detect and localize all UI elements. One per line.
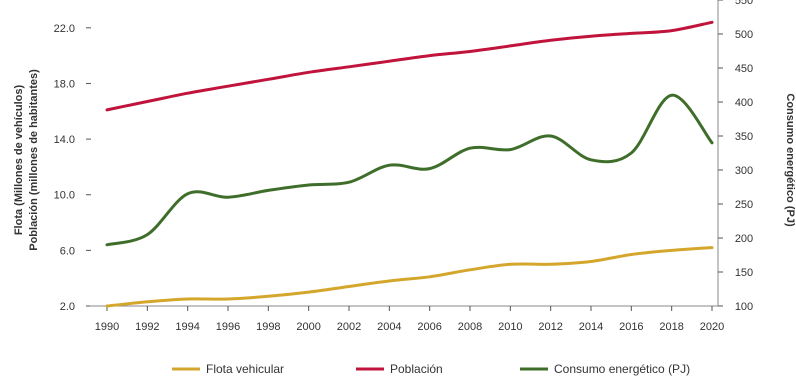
x-tick-label: 1990 <box>95 321 119 333</box>
legend-flota-vehicular: Flota vehicular <box>172 362 284 376</box>
legend-poblacion: Población <box>356 362 443 376</box>
legend: Flota vehicular Población Consumo energéti… <box>172 362 690 376</box>
right-tick-label: 250 <box>735 199 753 211</box>
x-tick-label: 2010 <box>498 321 522 333</box>
x-tick-label: 2020 <box>700 321 724 333</box>
x-tick-label: 2014 <box>579 321 603 333</box>
x-axis: 1990 1992 1994 1996 1998 2000 2002 2004 2006 2008… <box>90 305 724 333</box>
left-tick-label: 14.0 <box>54 134 75 146</box>
x-tick-label: 2016 <box>619 321 643 333</box>
left-tick-label: 22.0 <box>54 23 75 35</box>
x-tick-label: 2008 <box>458 321 482 333</box>
poblacion-line <box>105 20 714 112</box>
left-axis-title-line2: Población (millones de habitantes) <box>28 69 40 251</box>
x-tick-label: 1994 <box>175 321 199 333</box>
right-tick-label: 500 <box>735 29 753 41</box>
x-tick-label: 2002 <box>337 321 361 333</box>
left-axis-title-line1: Flota (Millones de vehículos) <box>13 84 25 235</box>
right-axis-title: Consumo energético (PJ) <box>784 93 796 227</box>
flota-vehicular-line <box>105 246 714 308</box>
left-tick-label: 10.0 <box>54 190 75 202</box>
right-tick-label: 350 <box>735 131 753 143</box>
right-tick-label: 400 <box>735 97 753 109</box>
right-axis-ticks: 100 150 200 250 300 350 400 450 500 550 <box>717 0 753 313</box>
left-tick-label: 6.0 <box>60 245 75 257</box>
left-axis-title: Flota (Millones de vehículos) Población … <box>13 69 40 251</box>
legend-label: Consumo energético (PJ) <box>554 362 690 376</box>
left-axis-ticks: 2.0 6.0 10.0 14.0 18.0 22.0 <box>54 23 91 313</box>
legend-label: Flota vehicular <box>206 362 284 376</box>
x-tick-label: 2004 <box>377 321 401 333</box>
right-tick-label: 200 <box>735 233 753 245</box>
x-tick-label: 2006 <box>417 321 441 333</box>
x-tick-label: 2000 <box>296 321 320 333</box>
consumo-energetico-line <box>105 93 714 247</box>
right-tick-label: 550 <box>735 0 753 7</box>
right-tick-label: 100 <box>735 301 753 313</box>
x-tick-label: 2012 <box>538 321 562 333</box>
left-tick-label: 18.0 <box>54 78 75 90</box>
series-lines <box>105 20 714 308</box>
right-tick-label: 450 <box>735 63 753 75</box>
x-tick-label: 1996 <box>216 321 240 333</box>
right-tick-label: 150 <box>735 267 753 279</box>
x-tick-label: 1998 <box>256 321 280 333</box>
left-tick-label: 2.0 <box>60 301 75 313</box>
x-tick-label: 1992 <box>135 321 159 333</box>
x-tick-label: 2018 <box>659 321 683 333</box>
legend-label: Población <box>390 362 443 376</box>
right-tick-label: 300 <box>735 165 753 177</box>
legend-consumo-energetico: Consumo energético (PJ) <box>520 362 690 376</box>
